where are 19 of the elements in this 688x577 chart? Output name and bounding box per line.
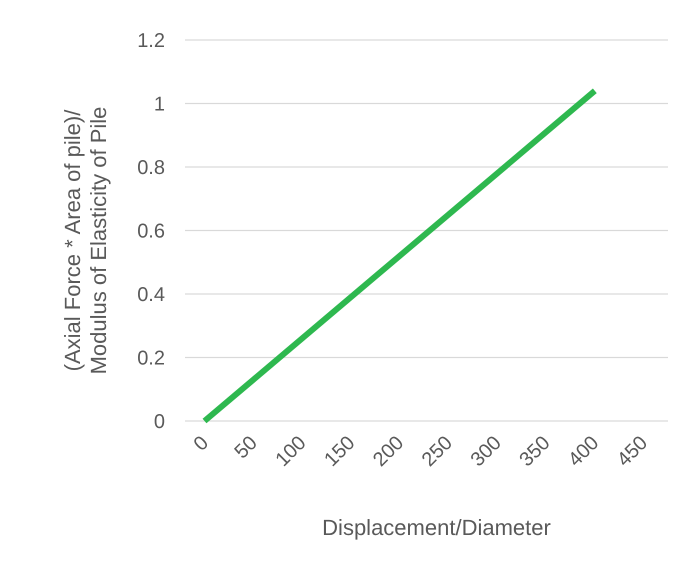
y-tick-label: 1	[154, 94, 165, 116]
y-tick-label: 0.4	[137, 284, 165, 306]
y-axis-title: (Axial Force * Area of pile)/ Modulus of Elasticity of Pile	[60, 106, 111, 374]
x-tick-label: 0	[190, 432, 213, 456]
x-axis-title: Displacement/Diameter	[322, 515, 551, 540]
x-tick-label: 200	[368, 432, 408, 472]
x-tick-label: 250	[418, 432, 457, 472]
x-tick-label: 400	[564, 432, 604, 472]
x-tick-label: 350	[515, 432, 555, 472]
y-tick-label: 0.2	[137, 348, 165, 370]
x-tick-label: 150	[320, 432, 360, 472]
y-tick-label: 0	[154, 411, 165, 433]
x-tick-label: 100	[271, 432, 311, 472]
x-tick-label: 450	[612, 432, 652, 472]
x-tick-label: 300	[466, 432, 506, 472]
x-tick-label: 50	[230, 432, 262, 464]
y-tick-label: 0.6	[137, 220, 165, 242]
y-tick-label: 0.8	[137, 157, 165, 179]
y-tick-label: 1.2	[137, 30, 165, 52]
